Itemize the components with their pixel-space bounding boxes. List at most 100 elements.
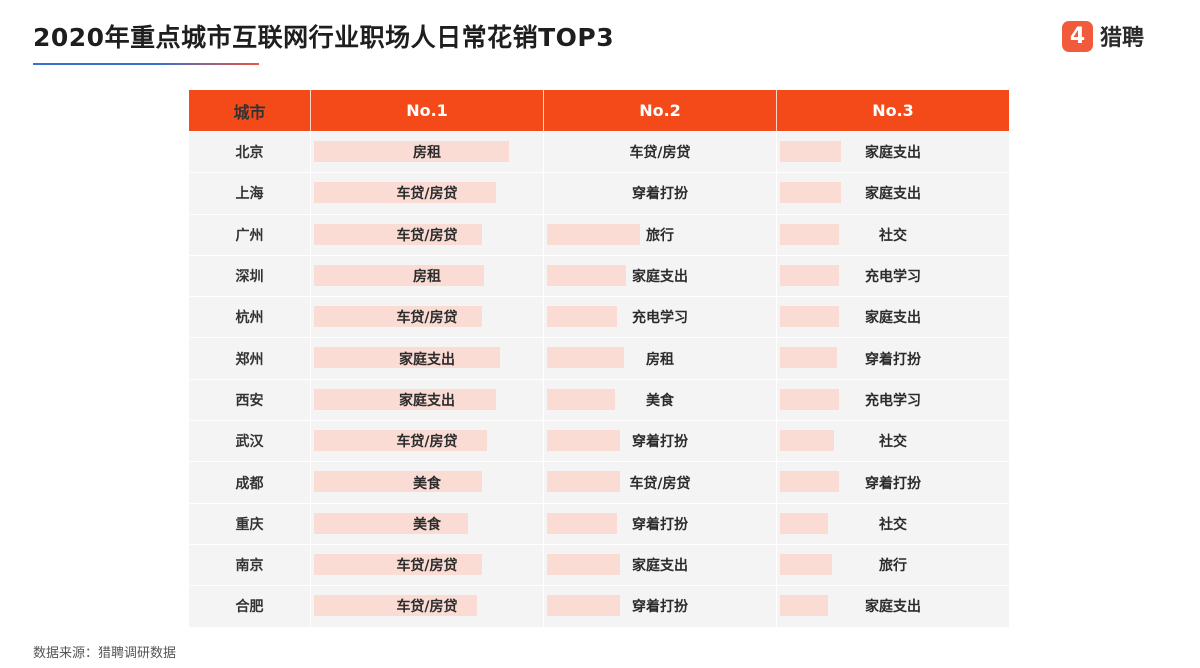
rank-1-bar (314, 595, 477, 617)
rank-2-label: 车贷/房贷 (629, 145, 691, 162)
rank-3-cell: 穿着打扮 (776, 462, 1009, 503)
rank-1-label: 美食 (413, 475, 441, 492)
table-row: 杭州 车贷/房贷 充电学习 家庭支出 (189, 296, 1009, 338)
rank-2-label: 穿着打扮 (632, 186, 688, 203)
rank-3-cell: 家庭支出 (776, 173, 1009, 214)
rank-1-label: 车贷/房贷 (396, 558, 458, 575)
rank-1-label: 车贷/房贷 (396, 434, 458, 451)
rank-1-bar (314, 223, 482, 245)
rank-1-label: 车贷/房贷 (396, 186, 458, 203)
rank-3-label: 家庭支出 (865, 145, 921, 162)
rank-1-cell: 房租 (310, 255, 543, 297)
rank-3-label: 穿着打扮 (865, 351, 921, 368)
city-cell: 武汉 (235, 434, 264, 451)
rank-3-cell: 社交 (776, 214, 1009, 255)
rank-2-cell: 穿着打扮 (543, 503, 776, 544)
rank-2-cell: 家庭支出 (543, 255, 776, 297)
city-cell: 杭州 (235, 310, 264, 327)
rank-1-cell: 车贷/房贷 (310, 297, 543, 338)
rank-2-label: 旅行 (646, 227, 674, 244)
rank-3-label: 社交 (879, 227, 907, 244)
rank-1-label: 车贷/房贷 (396, 599, 458, 616)
rank-1-bar (314, 430, 487, 452)
page-title: 2020年重点城市互联网行业职场人日常花销TOP3 (33, 23, 615, 52)
table-row: 上海 车贷/房贷 穿着打扮 家庭支出 (189, 172, 1009, 214)
table-row: 成都 美食 车贷/房贷 穿着打扮 (189, 461, 1009, 503)
rank-2-cell: 穿着打扮 (543, 421, 776, 462)
column-header-city: 城市 (189, 90, 310, 131)
rank-3-label: 社交 (879, 516, 907, 533)
rank-2-cell: 穿着打扮 (543, 173, 776, 214)
rank-3-bar (780, 182, 841, 204)
rank-3-bar (780, 553, 832, 575)
rank-3-cell: 家庭支出 (776, 297, 1009, 338)
rank-2-bar (547, 553, 620, 575)
rank-1-label: 车贷/房贷 (396, 310, 458, 327)
rank-2-cell: 穿着打扮 (543, 586, 776, 627)
rank-1-cell: 美食 (310, 462, 543, 503)
data-source-note: 数据来源：猎聘调研数据 (33, 646, 177, 661)
rank-3-cell: 社交 (776, 503, 1009, 544)
rank-2-cell: 充电学习 (543, 297, 776, 338)
rank-1-cell: 家庭支出 (310, 379, 543, 421)
table-row: 武汉 车贷/房贷 穿着打扮 社交 (189, 420, 1009, 462)
rank-3-cell: 家庭支出 (776, 132, 1009, 173)
rank-3-label: 家庭支出 (865, 599, 921, 616)
rank-3-bar (780, 430, 834, 452)
rank-1-bar (314, 471, 482, 493)
rank-3-label: 充电学习 (865, 269, 921, 286)
rank-3-cell: 家庭支出 (776, 586, 1009, 627)
rank-2-label: 家庭支出 (632, 269, 688, 286)
rank-3-cell: 社交 (776, 421, 1009, 462)
rank-1-cell: 美食 (310, 503, 543, 544)
rank-3-label: 社交 (879, 434, 907, 451)
rank-2-label: 穿着打扮 (632, 599, 688, 616)
rank-1-label: 房租 (413, 145, 441, 162)
rank-1-cell: 车贷/房贷 (310, 173, 543, 214)
rank-2-bar (547, 306, 617, 328)
column-header-no2: No.2 (543, 90, 776, 131)
table-row: 南京 车贷/房贷 家庭支出 旅行 (189, 543, 1009, 586)
rank-1-cell: 车贷/房贷 (310, 586, 543, 627)
rank-2-bar (547, 512, 617, 534)
table-row: 西安 家庭支出 美食 充电学习 (189, 378, 1009, 421)
rank-3-bar (780, 595, 828, 617)
rank-2-label: 充电学习 (632, 310, 688, 327)
table-row: 深圳 房租 家庭支出 充电学习 (189, 254, 1009, 297)
rank-1-bar (314, 512, 468, 534)
rank-3-bar (780, 471, 839, 493)
city-cell: 成都 (235, 475, 264, 492)
city-cell: 深圳 (235, 269, 264, 286)
rank-2-label: 车贷/房贷 (629, 475, 691, 492)
city-cell: 郑州 (235, 351, 264, 368)
rank-1-bar (314, 347, 500, 369)
column-header-no3: No.3 (776, 90, 1009, 131)
rank-2-bar (547, 595, 620, 617)
rank-1-label: 美食 (413, 516, 441, 533)
rank-1-bar (314, 182, 496, 204)
rank-1-bar (314, 388, 496, 410)
rank-1-bar (314, 306, 482, 328)
rank-2-bar (547, 430, 620, 452)
rank-1-cell: 房租 (310, 132, 543, 173)
rank-1-cell: 车贷/房贷 (310, 544, 543, 586)
rank-1-bar (314, 553, 482, 575)
city-cell: 广州 (235, 227, 264, 244)
spending-table: 城市 No.1 No.2 No.3 北京 房租 车贷/房贷 家庭支出 上海 车贷/房贷 穿着… (189, 90, 1009, 627)
city-cell: 合肥 (235, 599, 264, 616)
rank-1-label: 家庭支出 (399, 392, 455, 409)
rank-2-bar (547, 388, 615, 410)
rank-3-bar (780, 388, 839, 410)
rank-2-cell: 车贷/房贷 (543, 132, 776, 173)
rank-1-cell: 车贷/房贷 (310, 421, 543, 462)
rank-3-bar (780, 264, 839, 286)
rank-2-cell: 房租 (543, 338, 776, 379)
city-cell: 西安 (235, 392, 264, 409)
table-row: 北京 房租 车贷/房贷 家庭支出 (189, 131, 1009, 173)
rank-3-label: 家庭支出 (865, 186, 921, 203)
rank-3-label: 充电学习 (865, 392, 921, 409)
rank-2-cell: 车贷/房贷 (543, 462, 776, 503)
logo-icon: 4 (1062, 20, 1093, 52)
rank-3-cell: 充电学习 (776, 379, 1009, 421)
table-header-row: 城市 No.1 No.2 No.3 (189, 90, 1009, 131)
